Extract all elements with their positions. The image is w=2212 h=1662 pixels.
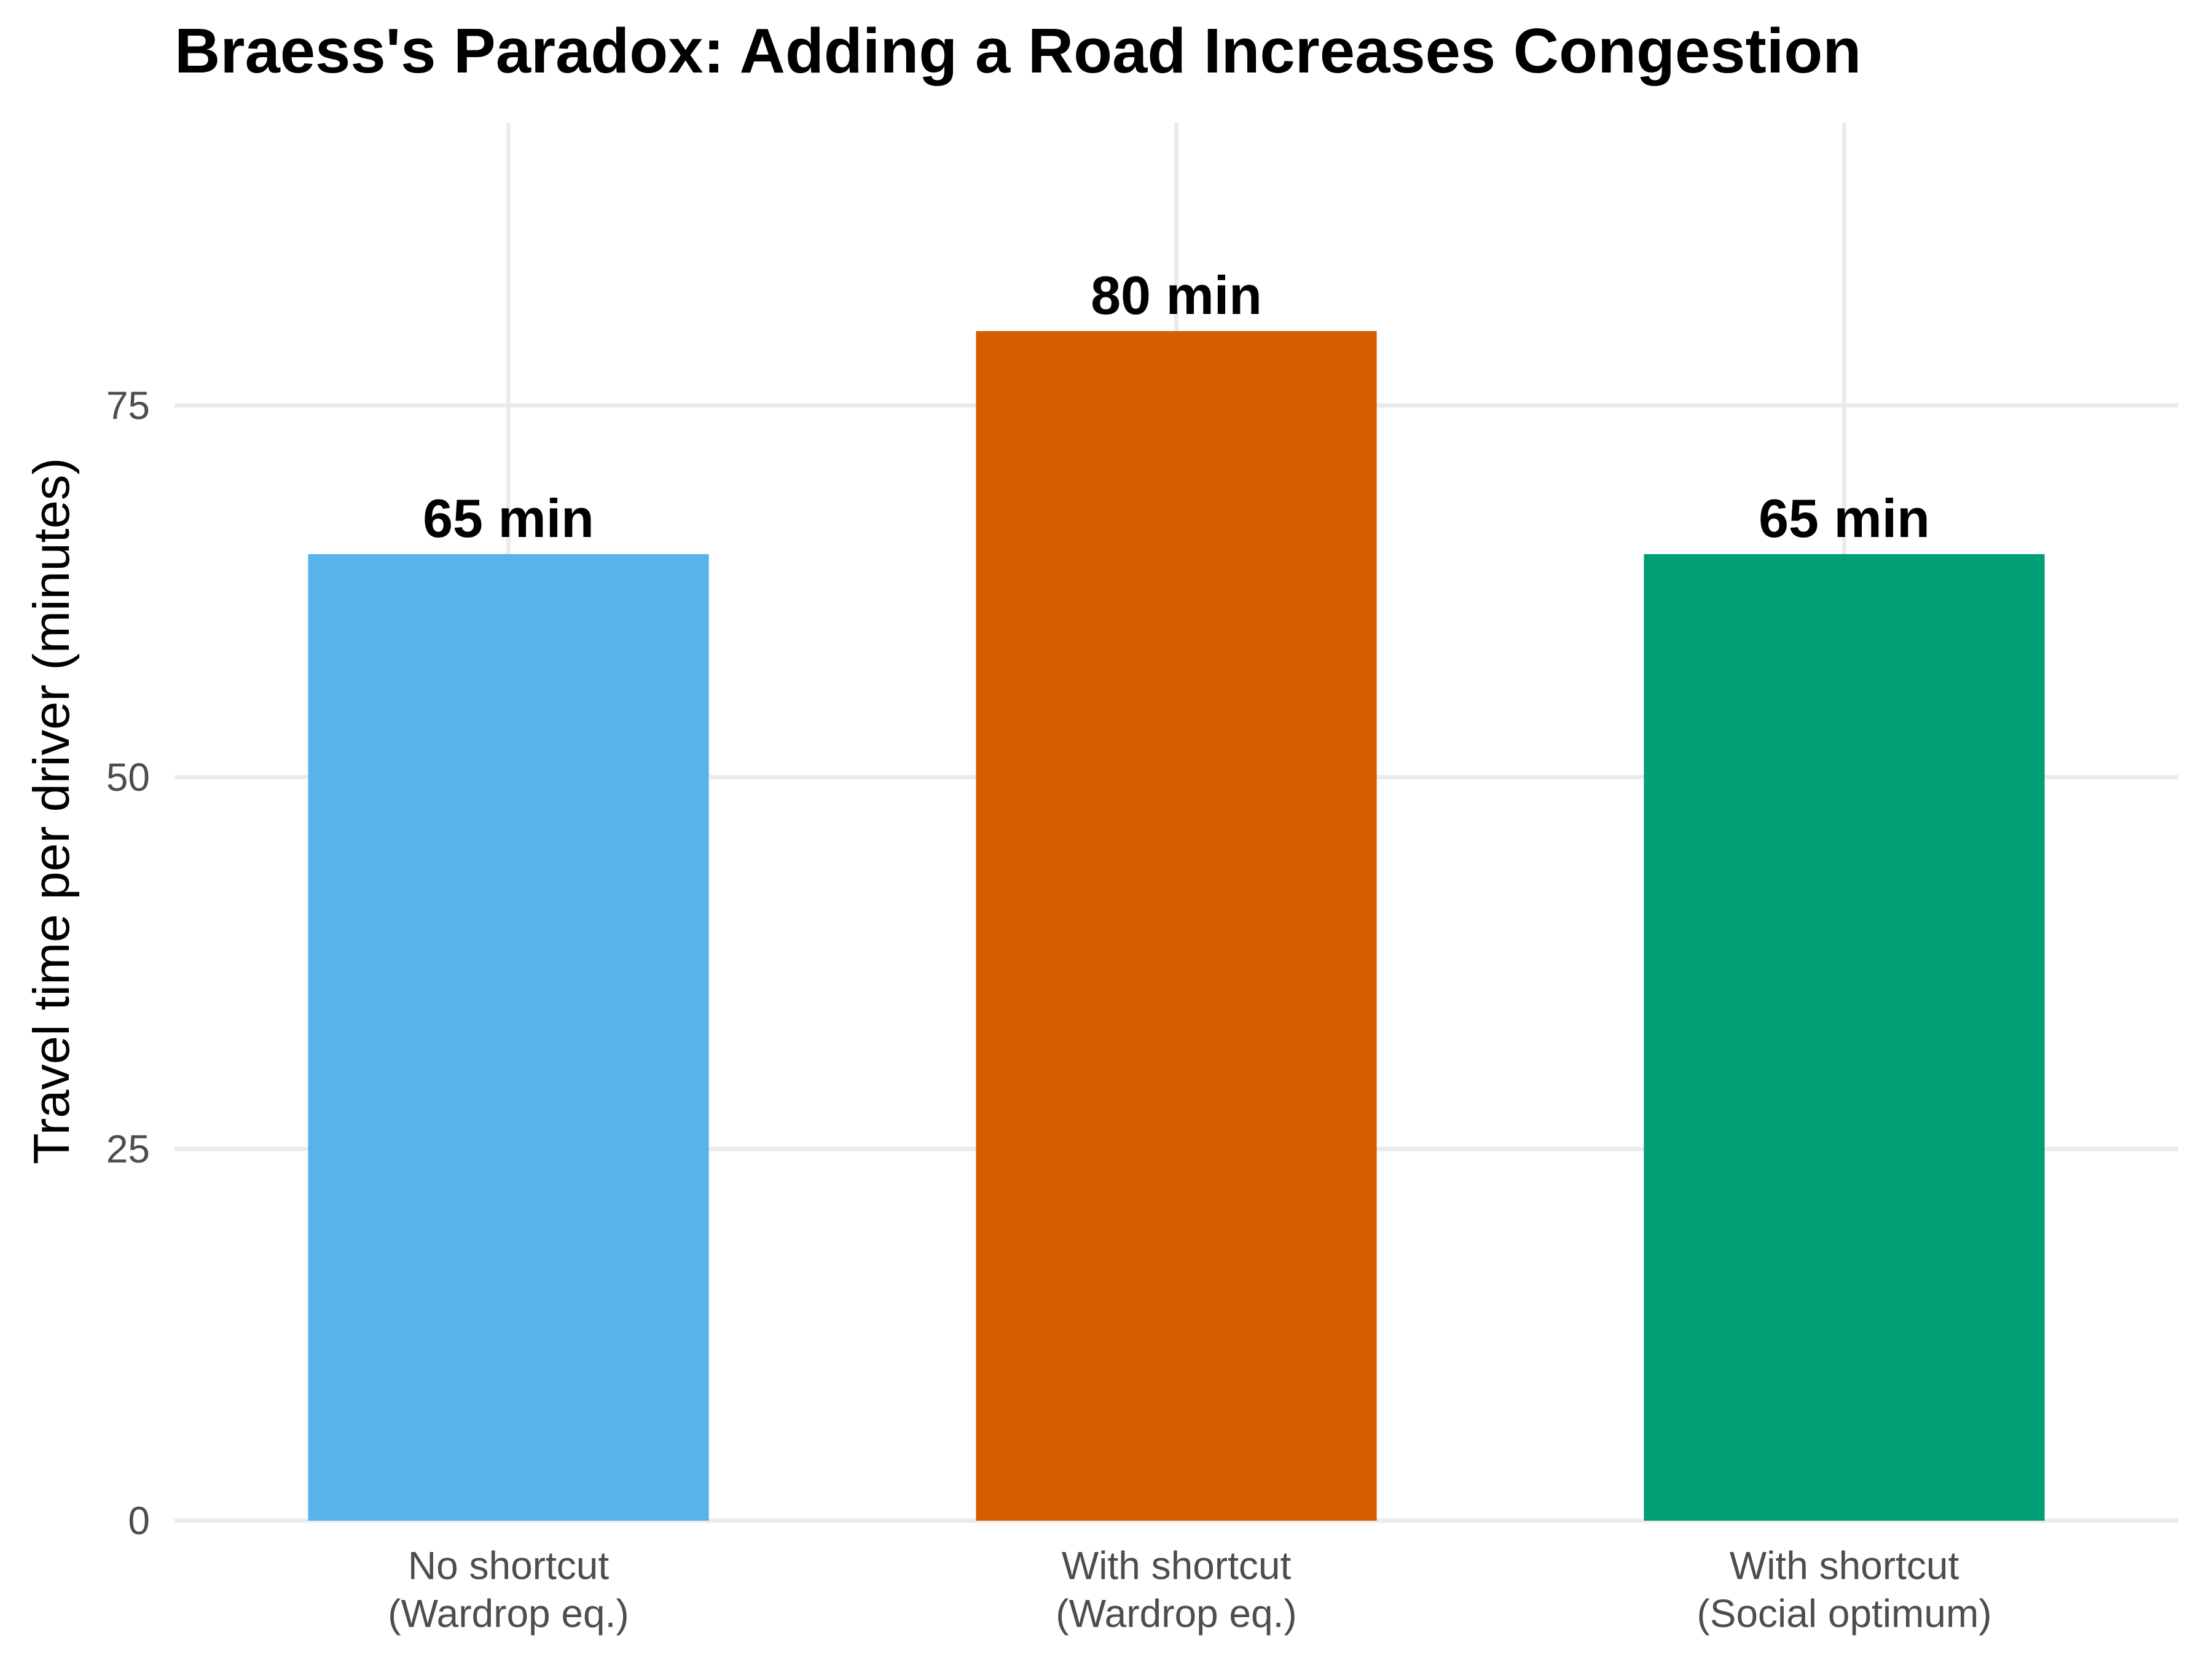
bar	[976, 331, 1377, 1521]
y-tick-label: 25	[106, 1127, 150, 1171]
x-tick-label-line: (Social optimum)	[1696, 1591, 1991, 1636]
bar-value-label: 80 min	[1091, 265, 1262, 326]
x-tick-label-line: No shortcut	[408, 1543, 609, 1588]
bar-value-label: 65 min	[1759, 488, 1930, 549]
bar	[1644, 554, 2045, 1521]
x-tick-label-line: (Wardrop eq.)	[1056, 1591, 1296, 1636]
x-axis-ticks: No shortcut (Wardrop eq.)With shortcut (Wa…	[388, 1543, 1991, 1636]
bars	[308, 331, 2045, 1521]
y-axis-ticks: 0 25 50 75	[106, 383, 150, 1543]
x-tick-label-line: (Wardrop eq.)	[388, 1591, 629, 1636]
y-axis-label: Travel time per driver (minutes)	[23, 458, 80, 1164]
bar-value-label: 65 min	[423, 488, 594, 549]
bar	[308, 554, 709, 1521]
x-tick-label: With shortcut (Social optimum)	[1696, 1543, 1991, 1636]
chart-title: Braess's Paradox: Adding a Road Increase…	[175, 15, 1861, 86]
y-tick-label: 75	[106, 383, 150, 428]
x-tick-label: With shortcut (Wardrop eq.)	[1056, 1543, 1296, 1636]
x-tick-label-line: With shortcut	[1062, 1543, 1292, 1588]
x-tick-label: No shortcut (Wardrop eq.)	[388, 1543, 629, 1636]
y-tick-label: 0	[128, 1499, 150, 1543]
y-tick-label: 50	[106, 755, 150, 799]
x-tick-label-line: With shortcut	[1730, 1543, 1959, 1588]
data-labels: 65 min 80 min 65 min	[423, 265, 1930, 549]
